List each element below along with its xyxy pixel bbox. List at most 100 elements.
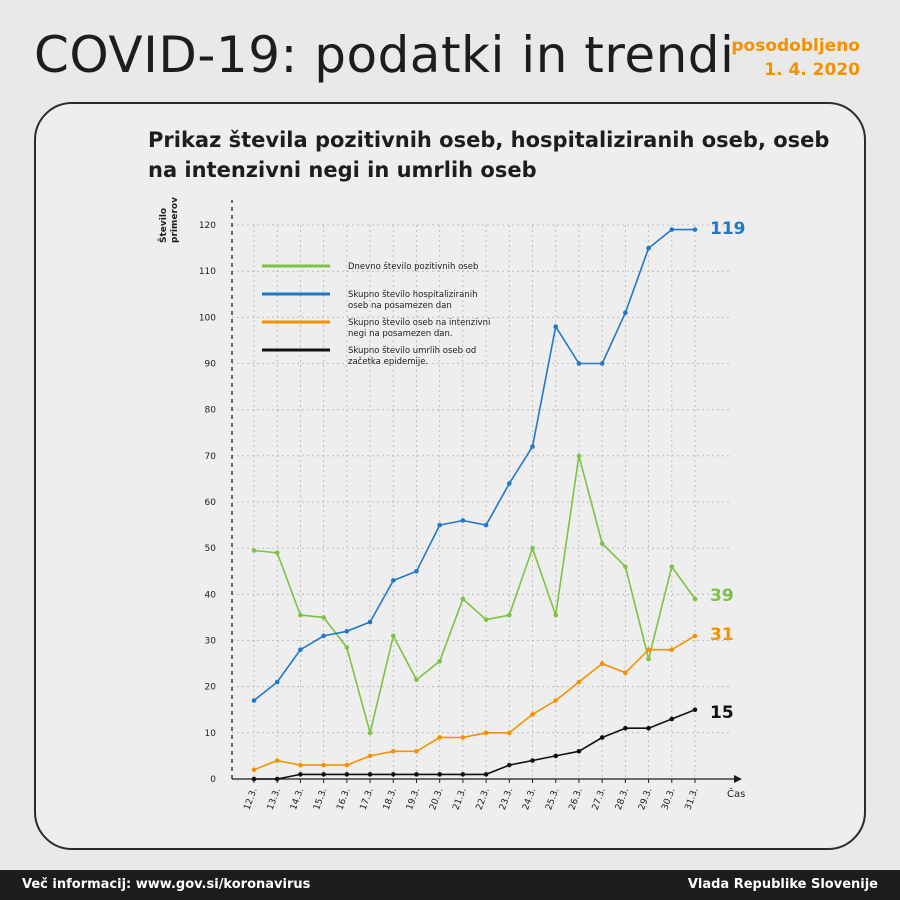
data-point [623, 310, 628, 316]
data-point [553, 612, 559, 618]
data-point [669, 647, 675, 653]
x-tick-label: 24.3. [521, 787, 538, 812]
series-line [254, 709, 696, 780]
data-point [460, 518, 466, 523]
data-point [437, 658, 442, 664]
x-tick-label: 26.3. [568, 787, 585, 812]
x-tick-label: 12.3. [243, 787, 260, 812]
data-point [507, 730, 512, 736]
data-point [274, 776, 280, 782]
legend-entry-line: Skupno število oseb na intenzivni [348, 317, 490, 328]
data-point [507, 612, 512, 618]
data-point [576, 453, 582, 459]
data-point [298, 762, 303, 768]
data-point [414, 568, 419, 574]
data-point [646, 725, 651, 731]
chart-panel [34, 102, 866, 850]
y-tick-label: 110 [199, 267, 216, 277]
y-tick-label: 90 [205, 360, 217, 370]
data-point [390, 633, 396, 639]
series-line [253, 454, 696, 734]
y-tick-label: 70 [205, 452, 217, 462]
y-axis-label: Številoprimerov [157, 197, 180, 243]
y-axis-label-line: primerov [170, 197, 180, 243]
legend-entry-line: negi na posamezen dan. [348, 329, 453, 339]
data-point [553, 698, 559, 703]
data-point [298, 772, 303, 777]
update-value: 1. 4. 2020 [764, 60, 860, 80]
data-point [576, 749, 582, 754]
x-tick-label: 16.3. [335, 787, 352, 812]
data-point [437, 772, 442, 777]
data-point [553, 324, 559, 329]
x-tick-label: 31.3. [684, 787, 701, 812]
data-point [460, 596, 466, 602]
data-point [692, 227, 698, 232]
data-point [390, 772, 396, 777]
x-tick-label: 14.3. [289, 787, 306, 812]
x-tick-label: 17.3. [359, 787, 376, 812]
x-tick-label: 28.3. [614, 787, 631, 812]
data-point [483, 522, 489, 528]
data-point [251, 776, 257, 782]
data-point [390, 749, 396, 754]
x-tick-label: 19.3. [405, 787, 422, 812]
data-point [507, 481, 512, 486]
y-tick-label: 50 [205, 544, 217, 554]
grid [232, 224, 730, 779]
data-point [530, 545, 535, 551]
data-point [599, 661, 605, 666]
y-tick-label: 30 [205, 637, 217, 647]
data-point [321, 615, 326, 620]
legend-entry-line: Skupno število hospitaliziranih [348, 289, 477, 300]
data-point [669, 564, 675, 569]
data-point [321, 762, 326, 768]
footer-info-link[interactable]: Več informacij: www.gov.si/koronavirus [22, 877, 311, 892]
data-point [623, 564, 628, 569]
update-label: posodobljeno [731, 36, 860, 56]
series-end-label: 39 [710, 586, 734, 606]
y-tick-label: 0 [210, 775, 216, 785]
series-end-label: 119 [710, 219, 746, 239]
data-point [483, 772, 489, 777]
x-tick-label: 22.3. [475, 787, 492, 812]
legend-entry-line: Dnevno število pozitivnih oseb [348, 261, 478, 272]
data-point [576, 679, 582, 685]
series: 39 119 31 15 [251, 219, 746, 782]
x-tick-label: 30.3. [660, 787, 677, 812]
x-tick-label: 23.3. [498, 787, 515, 812]
data-point [692, 707, 698, 713]
data-point [414, 677, 419, 683]
data-point [274, 758, 280, 763]
y-tick-label: 120 [199, 221, 216, 231]
data-point [437, 735, 442, 740]
data-point [367, 730, 373, 736]
chart-title: Prikaz števila pozitivnih oseb, hospital… [148, 128, 830, 182]
data-point [530, 712, 535, 717]
y-tick-label: 60 [205, 498, 217, 508]
legend-entry: Skupno število hospitaliziranih oseb na p… [348, 289, 477, 311]
data-point [692, 596, 698, 602]
data-point [669, 227, 675, 232]
data-point [321, 633, 326, 639]
x-tick-label: 21.3. [451, 787, 468, 812]
x-axis-arrow [734, 775, 742, 783]
x-tick-label: 20.3. [428, 787, 445, 812]
x-tick-label: 13.3. [266, 787, 283, 812]
legend-entry-line: oseb na posamezen dan [348, 301, 452, 311]
legend-entry-line: začetka epidemije. [348, 356, 428, 367]
y-tick-label: 10 [205, 729, 217, 739]
y-tick-label: 20 [205, 683, 217, 693]
legend-entry: Dnevno število pozitivnih oseb [348, 261, 478, 272]
data-point [367, 772, 373, 777]
x-tick-label: 25.3. [544, 787, 561, 812]
y-tick-label: 40 [205, 590, 217, 600]
data-point [576, 361, 582, 366]
data-point [414, 772, 419, 777]
x-tick-label: 29.3. [637, 787, 654, 812]
data-point [692, 633, 698, 639]
legend: Dnevno število pozitivnih oseb Skupno šte… [262, 261, 490, 367]
data-point [553, 753, 559, 759]
data-point [599, 541, 605, 546]
data-point [507, 762, 512, 768]
